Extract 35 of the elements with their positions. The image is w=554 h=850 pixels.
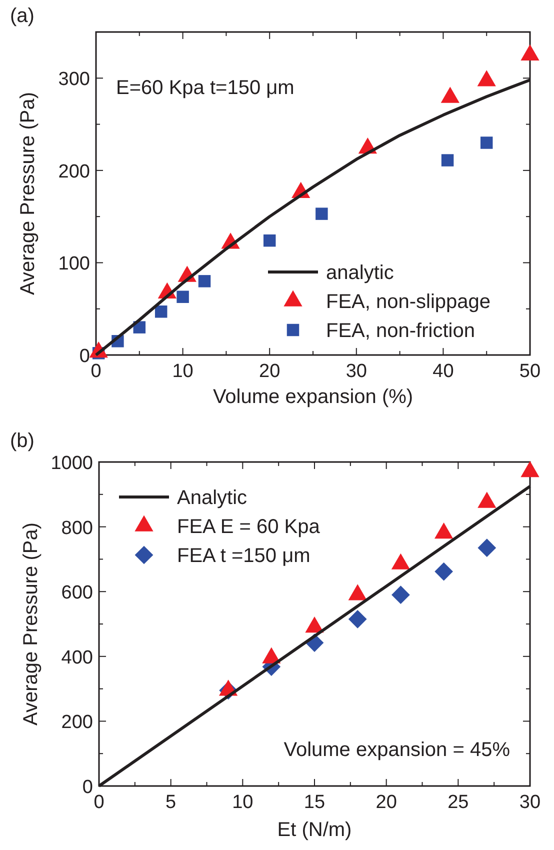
legend-label: FEA, non-slippage	[326, 291, 491, 313]
x-tick-label: 20	[259, 361, 280, 382]
chart-title: (a)	[10, 5, 34, 27]
annotation: Volume expansion = 45%	[284, 739, 510, 761]
y-tick-label: 200	[58, 161, 90, 182]
chart-title: (b)	[10, 430, 34, 452]
x-tick-label: 10	[172, 361, 194, 382]
legend-label: Analytic	[177, 487, 248, 509]
y-tick-label: 800	[61, 518, 93, 539]
annotation: E=60 Kpa t=150 μm	[116, 77, 294, 99]
y-tick-label: 0	[79, 346, 90, 367]
y-tick-label: 1000	[50, 453, 93, 474]
x-tick-label: 5	[166, 792, 176, 813]
x-tick-label: 30	[346, 361, 367, 382]
y-tick-label: 600	[61, 582, 93, 604]
legend-label: analytic	[326, 262, 394, 284]
y-tick-label: 400	[61, 647, 93, 668]
y-tick-label: 300	[58, 69, 90, 90]
x-tick-label: 30	[519, 792, 541, 813]
x-tick-label: 50	[519, 361, 541, 382]
y-tick-label: 100	[58, 254, 90, 275]
x-tick-label: 20	[376, 792, 397, 813]
y-axis-title: Average Pressure (Pa)	[17, 92, 39, 296]
legend-label: FEA, non-friction	[326, 320, 475, 342]
x-axis-title: Et (N/m)	[277, 819, 352, 841]
legend-label: FEA t =150 μm	[177, 545, 310, 567]
x-tick-label: 10	[232, 792, 254, 813]
y-tick-label: 0	[82, 777, 93, 798]
x-tick-label: 25	[448, 792, 469, 813]
legend-label: FEA E = 60 Kpa	[177, 516, 321, 538]
x-axis-title: Volume expansion (%)	[212, 386, 414, 408]
y-tick-label: 200	[61, 712, 93, 734]
x-tick-label: 15	[304, 792, 326, 813]
y-axis-title: Average Pressure (Pa)	[20, 522, 42, 726]
x-tick-label: 40	[432, 361, 454, 382]
